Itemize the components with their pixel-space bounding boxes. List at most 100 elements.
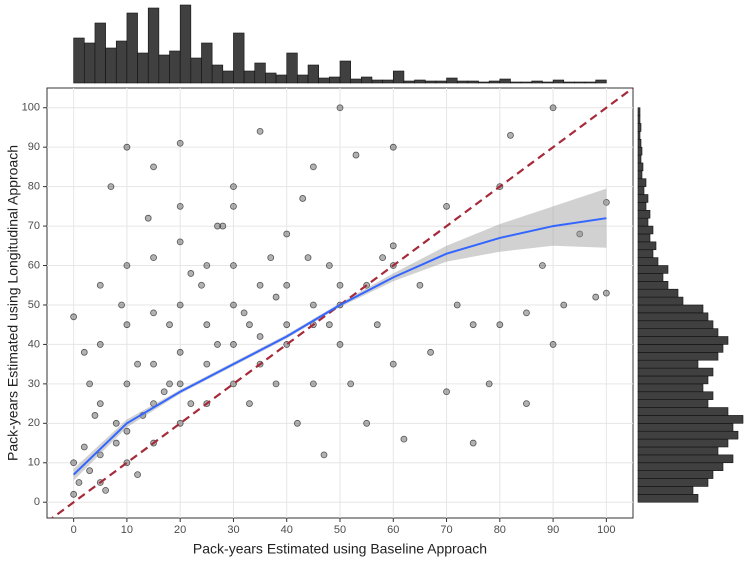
y-histogram-bar: [637, 367, 714, 377]
point: [123, 321, 131, 329]
x-histogram-bar: [361, 76, 373, 84]
point: [427, 348, 434, 356]
x-histogram-bar: [371, 79, 383, 84]
y-histogram-bar: [637, 217, 649, 227]
point: [176, 348, 184, 356]
point: [299, 195, 307, 202]
y-tick-label: 60: [28, 259, 40, 271]
point: [230, 202, 237, 210]
y-histogram-bar: [637, 399, 709, 408]
y-histogram-bar: [637, 494, 699, 503]
point: [523, 400, 530, 407]
point: [523, 309, 530, 317]
x-histogram-bar: [424, 80, 437, 84]
point: [160, 388, 168, 396]
y-histogram-bar: [637, 209, 651, 219]
x-histogram-bar: [297, 74, 309, 84]
y-histogram-bar: [637, 257, 659, 266]
y-histogram-bar: [637, 462, 724, 471]
y-histogram-bar: [637, 107, 641, 116]
point: [246, 400, 253, 407]
point: [347, 380, 355, 388]
x-histogram-bar: [478, 81, 490, 84]
point: [336, 281, 344, 289]
y-histogram-bar: [637, 423, 734, 432]
point: [309, 380, 317, 388]
point: [80, 348, 88, 356]
x-histogram-bar: [201, 42, 213, 84]
point: [576, 230, 584, 238]
point: [507, 131, 514, 139]
point: [203, 262, 211, 269]
y-histogram-bar: [637, 320, 714, 329]
y-histogram-bar: [637, 304, 704, 314]
point: [336, 104, 344, 112]
y-tick-label: 80: [28, 181, 40, 193]
point: [230, 301, 237, 309]
y-histogram-bar: [637, 170, 643, 180]
y-histogram-bar: [637, 336, 729, 345]
point: [96, 451, 104, 459]
point: [118, 301, 125, 309]
point: [256, 127, 264, 135]
point: [176, 202, 184, 210]
grid: [47, 88, 633, 518]
x-histogram-bar: [211, 64, 224, 84]
x-histogram-bar: [243, 70, 256, 84]
x-histogram-bar: [552, 79, 565, 84]
x-histogram-bar: [190, 57, 202, 84]
x-histogram-bar: [446, 77, 458, 84]
x-histogram-bar: [115, 40, 128, 84]
x-tick-label: 70: [440, 524, 452, 536]
y-histogram-bar: [637, 186, 645, 195]
y-histogram-bar: [637, 352, 719, 361]
x-histogram-bar: [147, 7, 160, 84]
x-histogram-bar: [137, 52, 149, 84]
point: [272, 293, 280, 301]
x-histogram-bar: [542, 81, 554, 84]
point: [293, 419, 301, 427]
point: [256, 333, 264, 340]
x-tick-label: 40: [281, 524, 293, 536]
x-histogram-bar: [488, 80, 501, 84]
y-histogram-bar: [637, 375, 709, 385]
y-histogram-bar: [637, 344, 724, 353]
point: [112, 439, 120, 447]
x-histogram-bar: [392, 70, 405, 84]
point: [144, 214, 152, 222]
point: [352, 151, 360, 159]
point: [485, 380, 493, 388]
y-histogram-bar: [637, 123, 642, 132]
x-histogram-bar: [73, 37, 85, 84]
y-histogram-bar: [637, 273, 664, 282]
y-histogram-bar: [637, 359, 699, 369]
point: [112, 419, 120, 427]
smooth-line: [72, 217, 607, 476]
point: [96, 281, 104, 289]
x-histogram-bar: [169, 50, 181, 84]
point: [230, 341, 237, 348]
point: [198, 281, 205, 289]
x-histogram-bar: [265, 72, 277, 84]
point: [107, 183, 115, 191]
x-histogram-bar: [382, 79, 394, 84]
outer: 0 10 20 30 40 50 60 70 80 90 100 0 10 20 30 40 50 60 70 80 9…: [22, 4, 744, 536]
point: [373, 321, 381, 329]
y-histogram-bar: [637, 470, 714, 479]
x-histogram-bar: [563, 81, 575, 84]
y-histogram-bar: [637, 281, 669, 290]
x-histogram-bar: [158, 54, 170, 84]
point: [176, 301, 184, 309]
point: [363, 419, 371, 427]
y-histogram-bar: [637, 154, 642, 164]
x-histogram-bar: [94, 22, 106, 84]
x-histogram-bar: [83, 42, 96, 84]
point: [230, 262, 237, 269]
point: [416, 281, 424, 289]
y-tick-label: 30: [28, 378, 40, 390]
point: [86, 380, 94, 388]
y-histogram-bar: [637, 178, 647, 187]
y-histogram-bar: [637, 233, 651, 243]
point: [272, 380, 280, 388]
